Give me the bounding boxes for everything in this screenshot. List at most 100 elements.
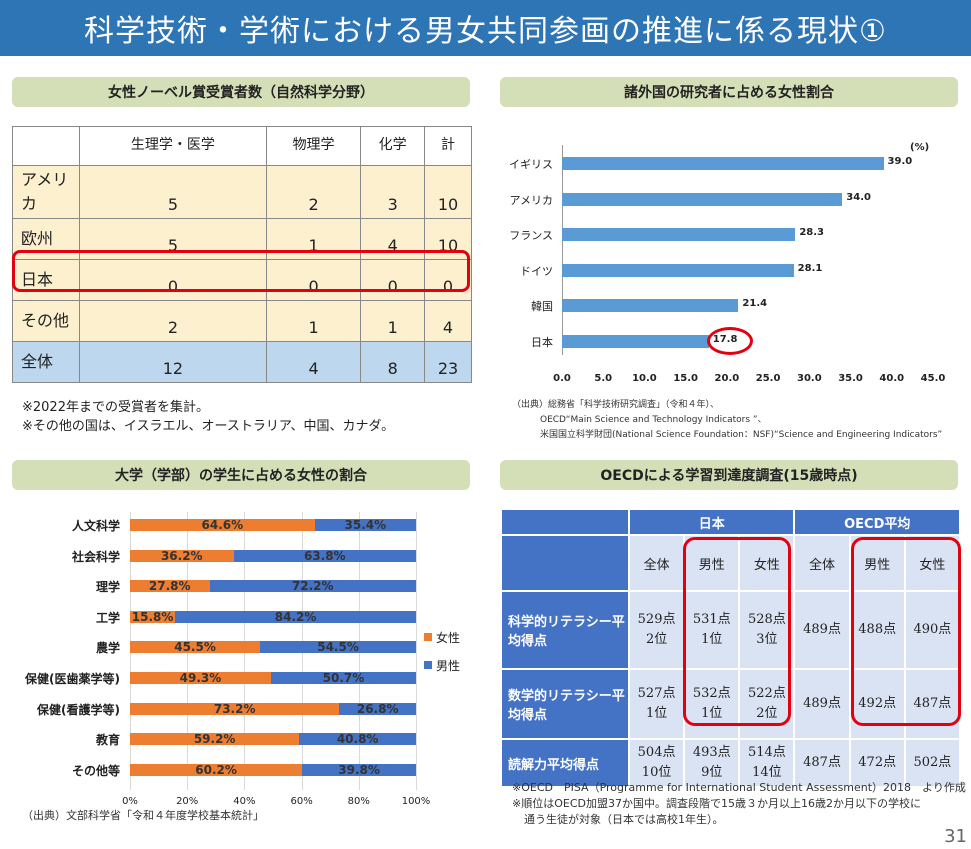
row-header: 全体 xyxy=(12,341,80,383)
table-corner-cell xyxy=(500,508,630,536)
table-cell: 490点 xyxy=(903,590,962,670)
row-header: 日本 xyxy=(12,259,80,301)
table-row: 読解力平均得点 504点 10位 493点 9位 514点 14位 487点 472点 502点 xyxy=(500,738,962,788)
category-label: 韓国 xyxy=(531,300,553,313)
bar-segment: 63.8% xyxy=(233,549,416,563)
category-label: アメリカ xyxy=(509,193,553,207)
table-row: 数学的リテラシー平均得点 527点 1位 532点 1位 522点 2位 489点 492点 48… xyxy=(500,668,962,740)
table-sub-header-row: 全体 男性 女性 全体 男性 女性 xyxy=(500,534,962,592)
bar-segment: 59.2% xyxy=(130,732,300,746)
rank-value: 3位 xyxy=(756,632,778,647)
score-value: 490点 xyxy=(913,622,952,637)
x-tick-label: 40.0 xyxy=(879,373,905,384)
oecd-note: ※OECD PISA（Programme for International S… xyxy=(512,781,966,794)
row-header: 読解力平均得点 xyxy=(500,738,630,788)
bar-segment: 26.8% xyxy=(339,702,416,716)
column-header: 全体 xyxy=(627,534,686,592)
bar-segment: 49.3% xyxy=(130,671,271,685)
legend-swatch xyxy=(424,661,432,669)
x-tick-label: 30.0 xyxy=(796,373,822,384)
rank-value: 2位 xyxy=(645,632,668,647)
column-header: 生理学・医学 xyxy=(79,126,267,166)
table-cell: 2 xyxy=(79,300,267,342)
x-tick-label: 40% xyxy=(233,796,256,807)
table-cell: 10 xyxy=(424,165,472,219)
nobel-note: ※2022年までの受賞者を集計。 xyxy=(22,400,209,415)
row-header: アメリカ xyxy=(12,165,80,219)
data-label: 28.3 xyxy=(799,227,824,238)
category-label: 教育 xyxy=(95,733,120,748)
table-cell: 488点 xyxy=(848,590,906,670)
x-tick-label: 5.0 xyxy=(594,373,613,384)
x-tick-label: 35.0 xyxy=(838,373,863,384)
legend-label: 男性 xyxy=(436,659,461,673)
table-cell: 1 xyxy=(265,300,362,342)
researchers-source: OECD“Main Science and Technology Indicat… xyxy=(540,415,767,425)
x-tick-label: 100% xyxy=(401,796,431,807)
table-cell: 522点 2位 xyxy=(738,668,796,740)
legend-swatch xyxy=(424,633,432,641)
nobel-section-title: 女性ノーベル賞受賞者数（自然科学分野） xyxy=(12,77,470,107)
table-row: その他 2 1 1 4 xyxy=(12,300,472,342)
category-label: 社会科学 xyxy=(71,549,120,564)
row-header: 数学的リテラシー平均得点 xyxy=(500,668,630,740)
researchers-section-title: 諸外国の研究者に占める女性割合 xyxy=(500,77,958,107)
data-label: 34.0 xyxy=(846,191,871,203)
table-cell: 23 xyxy=(424,341,472,383)
table-cell: 527点 1位 xyxy=(627,668,686,740)
oecd-table: 日本 OECD平均 全体 男性 女性 全体 男性 女性 科学的リテラシー平均得点… xyxy=(500,508,962,788)
y-axis-line xyxy=(562,145,563,355)
score-value: 522点 xyxy=(747,686,786,701)
column-header: 化学 xyxy=(360,126,426,166)
bar-segment: 54.5% xyxy=(260,640,416,654)
table-cell: 5 xyxy=(79,165,267,219)
category-label: 人文科学 xyxy=(71,519,120,533)
score-value: 504点 xyxy=(637,745,676,760)
table-corner-cell xyxy=(500,534,630,592)
score-value: 531点 xyxy=(692,612,731,627)
column-header: 物理学 xyxy=(265,126,362,166)
table-cell: 2 xyxy=(265,165,362,219)
score-value: 502点 xyxy=(913,755,952,770)
bar-segment: 36.2% xyxy=(130,549,234,563)
bar-segment: 84.2% xyxy=(175,610,416,624)
bar xyxy=(562,157,884,170)
table-cell: 1 xyxy=(360,300,426,342)
column-header: 計 xyxy=(424,126,472,166)
table-row: 科学的リテラシー平均得点 529点 2位 531点 1位 528点 3位 489点 488点 49… xyxy=(500,590,962,670)
x-tick-label: 15.0 xyxy=(673,373,698,384)
table-cell: 493点 9位 xyxy=(683,738,741,788)
row-header: 科学的リテラシー平均得点 xyxy=(500,590,630,670)
researchers-source: （出典）総務省「科学技術研究調査」（令和４年）、 xyxy=(512,400,720,410)
page-number: 31 xyxy=(944,826,967,847)
university-section-title: 大学（学部）の学生に占める女性の割合 xyxy=(12,460,470,490)
table-group-header-row: 日本 OECD平均 xyxy=(500,508,961,536)
bar-segment: 72.2% xyxy=(209,579,416,593)
score-value: 493点 xyxy=(692,745,731,760)
score-value: 489点 xyxy=(803,622,841,637)
table-cell: 487点 xyxy=(903,668,962,740)
rank-value: 10位 xyxy=(641,765,672,780)
gridline xyxy=(416,512,417,790)
table-cell: 0 xyxy=(424,259,472,301)
bar xyxy=(562,334,709,348)
table-row: アメリカ 5 2 3 10 xyxy=(12,165,472,219)
table-cell: 0 xyxy=(79,259,267,301)
score-value: 487点 xyxy=(913,696,952,711)
oecd-note: ※順位はOECD加盟37か国中。調査段階で15歳３か月以上16歳2か月以下の学校… xyxy=(512,797,921,810)
rank-value: 9位 xyxy=(701,765,723,780)
rank-value: 1位 xyxy=(645,706,668,721)
table-cell: 0 xyxy=(360,259,426,301)
table-cell: 12 xyxy=(79,341,267,383)
japan-gender-highlight xyxy=(683,537,791,726)
bar-segment: 64.6% xyxy=(130,518,315,532)
bar xyxy=(562,299,739,312)
rank-value: 14位 xyxy=(752,765,782,780)
score-value: 528点 xyxy=(747,612,786,627)
score-value: 489点 xyxy=(803,696,841,711)
score-value: 487点 xyxy=(803,755,841,770)
score-value: 514点 xyxy=(747,745,786,760)
bar-segment: 60.2% xyxy=(130,763,303,777)
nobel-note: ※その他の国は、イスラエル、オーストラリア、中国、カナダ。 xyxy=(22,419,395,434)
x-tick-label: 60% xyxy=(290,796,313,807)
